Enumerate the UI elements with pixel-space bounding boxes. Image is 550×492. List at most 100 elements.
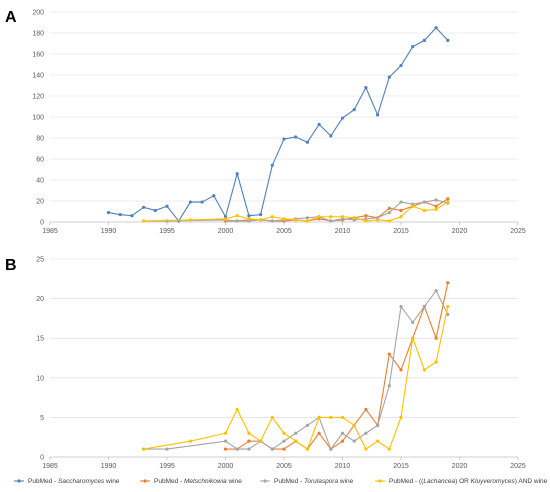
data-point — [376, 218, 380, 222]
data-point — [434, 289, 438, 293]
data-point — [434, 207, 438, 211]
data-point — [142, 447, 146, 451]
y-tick-label: 100 — [32, 115, 44, 122]
data-point — [352, 108, 356, 112]
data-point — [305, 447, 309, 451]
data-point — [106, 210, 111, 215]
data-point — [399, 208, 403, 213]
data-point — [223, 217, 228, 221]
data-point — [282, 217, 286, 221]
data-point — [434, 204, 438, 208]
data-point — [270, 163, 274, 167]
data-point — [422, 368, 426, 372]
data-point — [305, 423, 309, 427]
y-tick-label: 120 — [32, 94, 44, 101]
data-point — [422, 304, 426, 309]
chart-panel-a: 0 20 40 60 80 100 120 140 160 180 200 1985 1990 1995 2… — [32, 10, 526, 236]
legend-swatch-marker — [17, 479, 21, 483]
legend-entry: PubMed - ((Lachancea) OR Kluyveromyces) … — [389, 478, 548, 485]
data-point — [352, 423, 356, 427]
data-point — [235, 219, 239, 223]
y-tick-label: 20 — [36, 296, 44, 303]
data-point — [153, 208, 157, 213]
data-point — [235, 172, 239, 176]
data-point — [294, 439, 298, 443]
legend-entry: PubMed - Saccharomyces wine — [28, 478, 120, 485]
data-point — [282, 439, 286, 443]
data-point — [305, 216, 309, 220]
panel-label-b: B — [5, 257, 17, 274]
data-point — [270, 447, 274, 451]
data-point — [434, 198, 438, 202]
data-point — [305, 219, 309, 223]
data-point — [352, 439, 356, 443]
data-point — [364, 219, 368, 223]
data-point — [270, 415, 274, 419]
data-point — [364, 407, 368, 412]
data-point — [364, 86, 368, 90]
x-tick-label: 2020 — [452, 463, 468, 470]
legend-swatch-marker — [143, 479, 147, 483]
data-point — [223, 431, 228, 435]
data-point — [305, 140, 309, 144]
data-point — [270, 219, 274, 223]
data-point — [399, 63, 403, 68]
data-point — [294, 431, 298, 435]
y-tick-label: 0 — [40, 220, 44, 227]
data-point — [188, 218, 192, 222]
data-point — [340, 215, 345, 219]
data-point — [340, 415, 345, 419]
x-tick-label: 2025 — [510, 463, 526, 470]
data-point — [200, 200, 204, 204]
data-point — [165, 204, 169, 208]
y-tick-label: 60 — [36, 157, 44, 164]
data-point — [422, 38, 426, 42]
data-point — [223, 447, 228, 451]
x-tick-label: 2000 — [218, 228, 234, 235]
data-point — [376, 113, 380, 117]
data-point — [376, 439, 380, 443]
series-line-pubmed-lachancea-or-kluyveromyces-and-wine-panel-b — [143, 306, 449, 450]
data-point — [340, 439, 345, 443]
y-tick-label: 20 — [36, 199, 44, 206]
legend-entry: PubMed - Metschnikowia wine — [154, 478, 242, 485]
y-tick-label: 80 — [36, 136, 44, 143]
data-point — [340, 116, 345, 120]
data-point — [270, 215, 274, 219]
data-point — [399, 368, 403, 372]
data-point — [282, 137, 286, 141]
data-point — [235, 407, 239, 412]
data-point — [282, 447, 286, 451]
x-tick-label: 2000 — [218, 463, 234, 470]
data-point — [446, 197, 450, 201]
data-point — [317, 415, 321, 419]
legend-swatch-marker — [263, 479, 267, 483]
data-point — [434, 26, 438, 30]
data-point — [188, 200, 192, 204]
data-point — [446, 281, 450, 285]
chart-legend: PubMed - Saccharomyces wine PubMed - Mets… — [14, 478, 548, 485]
series-line-pubmed-torulaspora-wine-panel-a — [143, 199, 448, 222]
data-point — [142, 205, 146, 209]
data-point — [411, 204, 415, 208]
data-point — [329, 215, 333, 219]
data-point — [294, 218, 298, 222]
legend-swatch-marker — [378, 479, 382, 483]
data-point — [434, 336, 438, 340]
data-point — [282, 431, 286, 435]
x-tick-label: 2020 — [452, 228, 468, 235]
data-point — [399, 215, 403, 219]
data-point — [422, 200, 426, 204]
data-point — [118, 213, 122, 217]
data-point — [364, 447, 368, 451]
data-point — [411, 45, 415, 49]
data-point — [446, 38, 450, 42]
data-point — [340, 431, 345, 435]
data-point — [317, 431, 321, 435]
data-point — [317, 215, 321, 219]
x-tick-label: 2015 — [393, 463, 409, 470]
data-point — [247, 447, 251, 451]
x-tick-label: 2005 — [276, 228, 292, 235]
series-line-pubmed-saccharomyces-wine-panel-a — [108, 27, 449, 222]
